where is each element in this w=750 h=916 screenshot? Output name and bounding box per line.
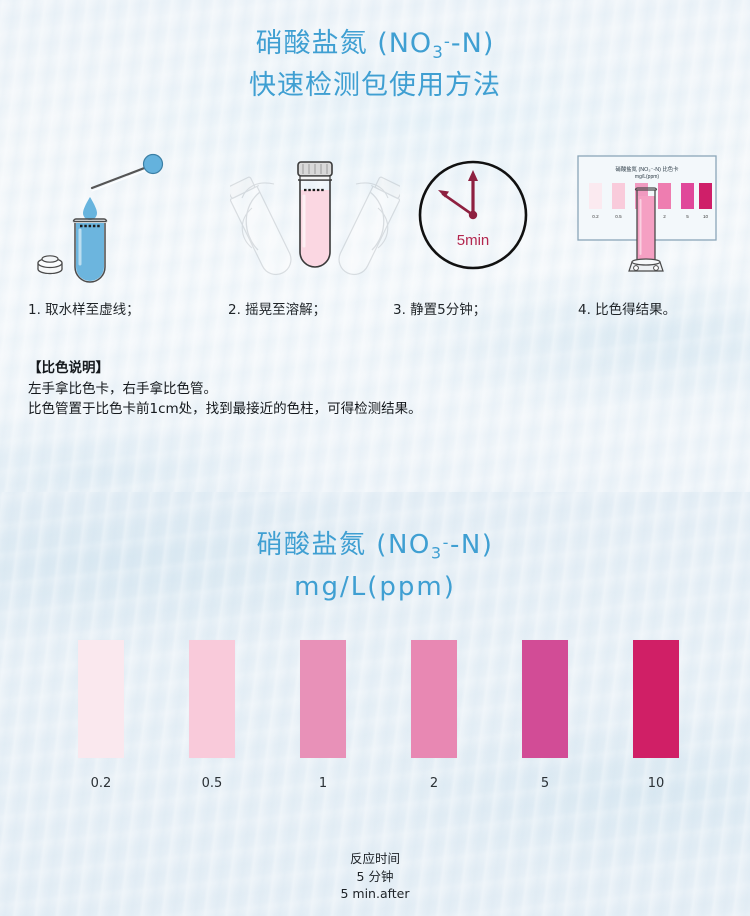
step-1-illustration <box>35 150 195 285</box>
color-swatch-label: 2 <box>429 776 439 791</box>
color-swatch-cell: 0.5 <box>189 640 235 791</box>
chart-title: 硝酸盐氮 (NO3--N) mg/L(ppm) <box>0 525 750 605</box>
color-swatch-cell: 0.2 <box>78 640 124 791</box>
svg-text:2: 2 <box>663 214 666 219</box>
color-swatch-label: 5 <box>540 776 550 791</box>
mini-card-title-line1: 硝酸盐氮 (NO₃⁻-N) 比色卡 <box>615 165 679 173</box>
page-title-line1: 硝酸盐氮 (NO3--N) <box>255 28 495 62</box>
svg-text:5: 5 <box>686 214 689 219</box>
chart-title-line1: 硝酸盐氮 (NO3--N) <box>256 529 494 563</box>
chart-title-superscript: - <box>442 533 450 552</box>
clock-icon: 5min <box>418 160 528 270</box>
notes-line-1: 左手拿比色卡，右手拿比色管。 <box>28 380 217 397</box>
color-scale: 0.2 0.5 1 2 5 10 <box>0 640 750 800</box>
page-title-subscript: 3 <box>432 41 444 62</box>
notes-heading: 【比色说明】 <box>28 360 109 376</box>
color-swatch <box>633 640 679 758</box>
reaction-time-line-3: 5 min.after <box>340 886 410 901</box>
dropper-and-test-tube-icon <box>37 153 164 283</box>
comparison-notes: 【比色说明】 左手拿比色卡，右手拿比色管。 比色管置于比色卡前1cm处，找到最接… <box>28 358 422 420</box>
color-swatch-label: 1 <box>318 776 328 791</box>
shaking-test-tube-icon <box>226 161 404 276</box>
color-swatch-label: 0.2 <box>90 776 112 791</box>
color-swatch-cell: 1 <box>300 640 346 791</box>
mini-card-title-line2: mg/L(ppm) <box>635 174 660 180</box>
color-swatch-cell: 2 <box>411 640 457 791</box>
svg-text:0.2: 0.2 <box>592 214 599 219</box>
chart-title-units: mg/L(ppm) <box>294 572 456 603</box>
step-2-illustration <box>226 150 404 285</box>
reaction-time-line-2: 5 分钟 <box>356 868 394 884</box>
color-swatch-cell: 5 <box>522 640 568 791</box>
step-2-caption: 2. 摇晃至溶解； <box>228 302 327 318</box>
page-title-superscript: - <box>443 31 451 51</box>
reaction-time-note: 反应时间 5 分钟 5 min.after <box>0 850 750 903</box>
page-title-formula-pre: 硝酸盐氮 (NO <box>255 28 433 60</box>
page-title-line2: 快速检测包使用方法 <box>249 69 501 101</box>
reaction-time-line-1: 反应时间 <box>349 851 400 866</box>
step-3-caption: 3. 静置5分钟； <box>393 302 487 318</box>
notes-line-2: 比色管置于比色卡前1cm处，找到最接近的色柱，可得检测结果。 <box>28 401 422 417</box>
color-swatch <box>300 640 346 758</box>
step-4-caption: 4. 比色得结果。 <box>578 302 677 318</box>
color-swatch <box>411 640 457 758</box>
clock-duration-label: 5min <box>457 232 490 249</box>
chart-title-subscript: 3 <box>430 543 443 563</box>
step-3-illustration: 5min <box>405 150 550 285</box>
color-swatch <box>522 640 568 758</box>
chart-title-formula-post: -N) <box>449 529 494 560</box>
svg-text:0.5: 0.5 <box>615 214 622 219</box>
page-title-formula-post: -N) <box>450 28 495 60</box>
page-title: 硝酸盐氮 (NO3--N) 快速检测包使用方法 <box>0 24 750 103</box>
step-1-caption: 1. 取水样至虚线； <box>28 302 140 318</box>
color-swatch-label: 10 <box>647 776 665 791</box>
chart-title-formula-pre: 硝酸盐氮 (NO <box>256 529 431 560</box>
svg-text:10: 10 <box>703 214 709 219</box>
color-swatch <box>78 640 124 758</box>
color-swatch <box>189 640 235 758</box>
color-swatch-cell: 10 <box>633 640 679 791</box>
color-swatch-label: 0.5 <box>201 776 223 791</box>
